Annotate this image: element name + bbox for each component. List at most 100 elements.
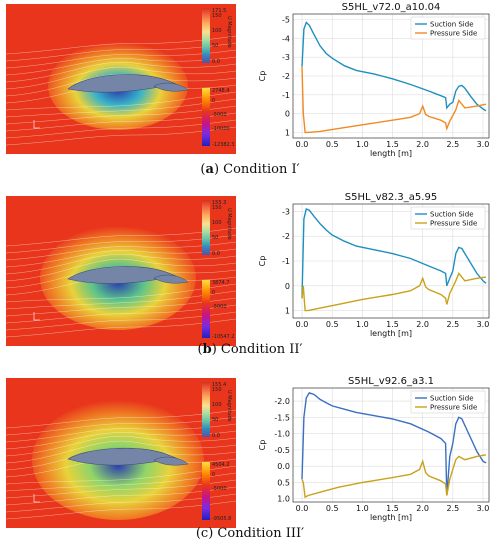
series-line: [301, 208, 487, 299]
legend-label: Pressure Side: [430, 30, 477, 38]
figure-panel-b: 155.3 150 100 50 0.0 U Magnitude 3874.7 0 -5000 -…: [0, 190, 500, 370]
x-tick-label: 1.0: [356, 504, 369, 513]
streamline: [6, 436, 236, 457]
series-line: [301, 21, 487, 112]
y-tick-label: -0.5: [274, 446, 290, 455]
plot-frame: [292, 13, 490, 139]
colorbar-tick-label: 50: [212, 235, 218, 241]
x-tick-label: 0.5: [326, 504, 339, 513]
streamline: [6, 62, 236, 83]
colorbar-tick-label: 4504.2: [212, 462, 230, 468]
y-tick-label: -5: [282, 16, 290, 25]
colorbar-tick-label: -10000: [212, 126, 230, 132]
streamline: [6, 440, 236, 464]
flow-simulation-image: 171.5 150 100 50 0.0 U Magnitude 2748.4 0 -5000 -…: [6, 4, 236, 154]
colorbar-tick-label: -12382.3: [212, 142, 234, 148]
y-axis-label: Cp: [258, 256, 267, 267]
x-tick-label: 0.0: [296, 140, 309, 149]
x-tick-label: 1.5: [386, 320, 399, 329]
colorbar-tick-label: 3874.7: [212, 280, 230, 286]
x-axis-label: length [m]: [370, 513, 412, 522]
y-tick-label: -3: [282, 53, 290, 62]
flow-simulation-image: 155.4 150 100 50 0.0 U Magnitude 4504.2 0 -5000 -…: [6, 378, 236, 528]
chart-title: S5HL_v72.0_a10.04: [342, 2, 441, 13]
colorbar-tick-label: 0.0: [212, 251, 220, 257]
flow-simulation-image: 155.3 150 100 50 0.0 U Magnitude 3874.7 0 -5000 -…: [6, 196, 236, 346]
colorbar-tick-label: -5000: [212, 486, 227, 492]
flap-shape: [153, 82, 189, 92]
y-tick-label: -1.5: [274, 413, 290, 422]
y-tick-label: -1: [282, 91, 290, 100]
legend-label: Pressure Side: [430, 220, 477, 228]
x-tick-label: 1.0: [356, 320, 369, 329]
legend-label: Suction Side: [430, 211, 474, 219]
colorbar-tick-label: -10547.2: [212, 334, 234, 340]
figure-panel-a: 171.5 150 100 50 0.0 U Magnitude 2748.4 0 -5000 -…: [0, 0, 500, 180]
colorbar-tick-label: 0.0: [212, 59, 220, 65]
y-tick-label: 0: [285, 282, 290, 291]
y-axis-label: Cp: [258, 71, 267, 82]
series-line: [301, 272, 487, 312]
series-line: [301, 66, 487, 134]
y-tick-label: 1: [285, 128, 290, 137]
pressure-colorbar: [202, 280, 210, 338]
streamline: [6, 258, 236, 282]
legend-label: Pressure Side: [430, 404, 477, 412]
y-tick-label: 0: [285, 110, 290, 119]
legend-label: Suction Side: [430, 395, 474, 403]
legend-box: [410, 390, 486, 414]
x-tick-label: 1.5: [386, 504, 399, 513]
y-tick-label: -2: [282, 72, 290, 81]
y-tick-label: 1: [285, 307, 290, 316]
x-tick-label: 0.5: [326, 140, 339, 149]
x-tick-label: 2.0: [416, 140, 429, 149]
x-tick-label: 3.0: [477, 504, 490, 513]
plot-frame: [292, 203, 490, 319]
x-tick-label: 2.0: [416, 320, 429, 329]
figure-caption: (b) Condition II′: [197, 342, 303, 357]
velocity-colorbar: [202, 382, 210, 437]
colorbar-tick-label: 50: [212, 43, 218, 49]
colorbar-tick-label: 0: [212, 290, 215, 296]
series-line: [301, 392, 487, 496]
colorbar-tick-label: 100: [212, 28, 222, 34]
plot-frame: [292, 387, 490, 503]
y-tick-label: -1.0: [274, 430, 290, 439]
colorbar-tick-label: -5000: [212, 112, 227, 118]
x-tick-label: 0.5: [326, 320, 339, 329]
x-tick-label: 2.5: [446, 140, 459, 149]
x-axis-label: length [m]: [370, 329, 412, 338]
y-tick-label: 1.0: [277, 495, 290, 504]
colorbar-tick-label: 50: [212, 417, 218, 423]
y-tick-label: -2: [282, 232, 290, 241]
chart-title: S5HL_v82.3_a5.95: [345, 192, 437, 203]
figure-caption: (a) Condition I′: [200, 162, 300, 177]
x-tick-label: 2.5: [446, 504, 459, 513]
x-tick-label: 1.5: [386, 140, 399, 149]
colorbar-tick-label: 0.0: [212, 433, 220, 439]
y-tick-label: -2.0: [274, 397, 290, 406]
x-tick-label: 1.0: [356, 140, 369, 149]
legend-box: [410, 206, 486, 230]
velocity-colorbar: [202, 200, 210, 255]
colorbar-tick-label: 155.3: [212, 200, 226, 206]
airfoil-shape: [67, 266, 178, 284]
colorbar-tick-label: 155.4: [212, 382, 226, 388]
colorbar-title: U Magnitude: [226, 16, 232, 48]
figure-caption: (c) Condition III′: [195, 526, 305, 541]
airfoil-shape: [67, 448, 178, 466]
colorbar-tick-label: 150: [212, 13, 222, 19]
colorbar-tick-label: 150: [212, 387, 222, 393]
legend-label: Suction Side: [430, 21, 474, 29]
y-tick-label: -4: [282, 34, 290, 43]
chart-title: S5HL_v92.6_a3.1: [348, 376, 434, 387]
legend-box: [410, 16, 486, 40]
flap-shape: [153, 456, 189, 466]
colorbar-tick-label: 171.5: [212, 8, 226, 14]
figure-panel-c: 155.4 150 100 50 0.0 U Magnitude 4504.2 0 -5000 -…: [0, 372, 500, 550]
y-tick-label: -1: [282, 257, 290, 266]
colorbar-tick-label: 0: [212, 98, 215, 104]
x-axis-label: length [m]: [370, 149, 412, 158]
